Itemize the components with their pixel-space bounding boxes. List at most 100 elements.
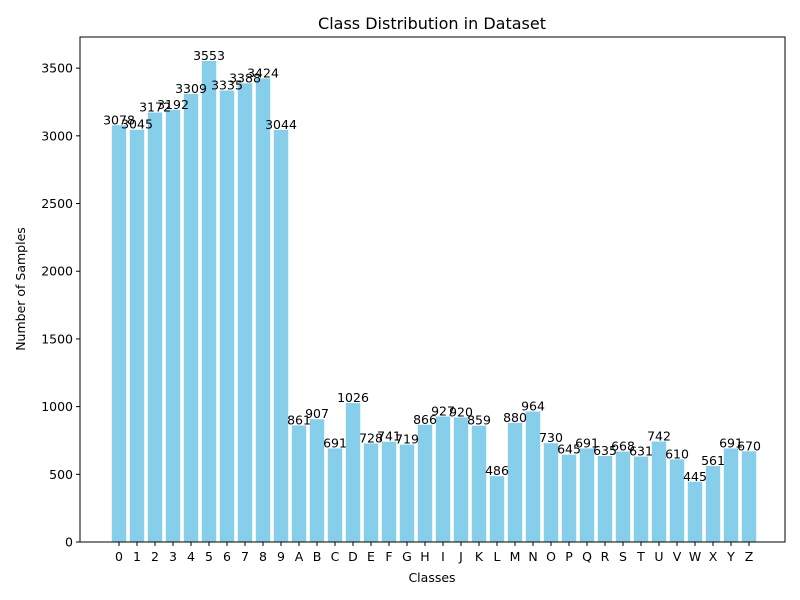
data-label-K: 859: [467, 413, 491, 428]
bar-J: [453, 417, 469, 542]
x-tick-label-6: 6: [223, 549, 231, 564]
bar-D: [345, 403, 361, 542]
bar-0: [111, 125, 127, 543]
bar-E: [363, 443, 379, 542]
data-label-Y: 691: [719, 435, 743, 450]
data-label-O: 730: [539, 430, 563, 445]
x-tick-label-A: A: [295, 549, 304, 564]
y-tick-label-0: 0: [65, 535, 73, 550]
data-label-V: 610: [665, 446, 689, 461]
data-label-H: 866: [413, 412, 437, 427]
data-label-9: 3044: [265, 117, 297, 132]
bar-I: [435, 416, 451, 542]
data-label-0: 3078: [103, 112, 135, 127]
x-tick-label-B: B: [313, 549, 322, 564]
data-label-3: 3192: [157, 97, 189, 112]
bar-G: [399, 444, 415, 542]
data-label-8: 3424: [247, 65, 279, 80]
bar-F: [381, 441, 397, 542]
bar-Q: [579, 448, 595, 542]
bar-M: [507, 422, 523, 542]
y-tick-label-500: 500: [49, 467, 73, 482]
bar-V: [669, 459, 685, 542]
data-label-W: 445: [683, 469, 707, 484]
x-tick-label-J: J: [458, 549, 463, 564]
x-tick-label-4: 4: [187, 549, 195, 564]
data-label-J: 920: [449, 404, 473, 419]
y-tick-label-2500: 2500: [41, 196, 73, 211]
bar-K: [471, 425, 487, 542]
bar-3: [165, 109, 181, 542]
bar-T: [633, 456, 649, 542]
y-tick-label-3500: 3500: [41, 61, 73, 76]
data-label-A: 861: [287, 412, 311, 427]
x-tick-label-1: 1: [133, 549, 141, 564]
x-tick-label-M: M: [510, 549, 521, 564]
data-label-N: 964: [521, 398, 545, 413]
x-tick-label-Q: Q: [582, 549, 592, 564]
x-tick-label-I: I: [441, 549, 445, 564]
data-label-G: 719: [395, 432, 419, 447]
bar-N: [525, 411, 541, 542]
x-tick-label-X: X: [709, 549, 718, 564]
data-label-L: 486: [485, 463, 509, 478]
data-label-B: 907: [305, 406, 329, 421]
bar-4: [183, 94, 199, 542]
x-tick-label-8: 8: [259, 549, 267, 564]
x-tick-label-H: H: [420, 549, 429, 564]
x-axis-label: Classes: [408, 570, 455, 585]
chart-title: Class Distribution in Dataset: [318, 14, 546, 33]
bar-H: [417, 424, 433, 542]
bar-P: [561, 454, 577, 542]
data-label-6: 3335: [211, 77, 243, 92]
bar-5: [201, 60, 217, 543]
y-tick-label-1000: 1000: [41, 399, 73, 414]
x-tick-label-2: 2: [151, 549, 159, 564]
y-axis-label: Number of Samples: [13, 227, 28, 351]
x-tick-label-U: U: [654, 549, 663, 564]
bar-R: [597, 456, 613, 542]
data-label-5: 3553: [193, 48, 225, 63]
plot-frame: [79, 36, 786, 543]
data-label-Q: 691: [575, 435, 599, 450]
bar-7: [237, 83, 253, 543]
y-tick-label-2000: 2000: [41, 264, 73, 279]
x-tick-label-9: 9: [277, 549, 285, 564]
x-tick-label-R: R: [601, 549, 610, 564]
bar-S: [615, 451, 631, 542]
data-label-I: 927: [431, 403, 455, 418]
data-label-2: 3172: [139, 100, 171, 115]
bar-6: [219, 90, 235, 542]
data-label-U: 742: [647, 429, 671, 444]
bar-O: [543, 443, 559, 542]
x-tick-label-O: O: [546, 549, 556, 564]
x-tick-label-3: 3: [169, 549, 177, 564]
data-label-S: 668: [611, 439, 635, 454]
x-tick-label-F: F: [385, 549, 392, 564]
data-label-E: 728: [359, 430, 383, 445]
bar-A: [291, 425, 307, 542]
data-label-X: 561: [701, 453, 725, 468]
data-label-D: 1026: [337, 390, 369, 405]
x-tick-label-C: C: [331, 549, 340, 564]
bar-X: [705, 466, 721, 542]
bar-B: [309, 419, 325, 542]
x-tick-label-G: G: [402, 549, 412, 564]
bars-group: [111, 60, 757, 543]
x-tick-label-S: S: [619, 549, 627, 564]
x-tick-label-Y: Y: [726, 549, 735, 564]
x-tick-label-E: E: [367, 549, 375, 564]
x-tick-label-V: V: [673, 549, 682, 564]
bar-U: [651, 441, 667, 542]
x-tick-label-N: N: [528, 549, 537, 564]
y-tick-label-3000: 3000: [41, 128, 73, 143]
x-tick-label-5: 5: [205, 549, 213, 564]
bar-L: [489, 476, 505, 542]
x-tick-label-L: L: [494, 549, 501, 564]
data-label-4: 3309: [175, 81, 207, 96]
data-label-P: 645: [557, 442, 581, 457]
y-axis-ticks: 0 500 1000 1500 2000 2500 3000 3500: [41, 61, 80, 550]
x-tick-label-Z: Z: [745, 549, 754, 564]
